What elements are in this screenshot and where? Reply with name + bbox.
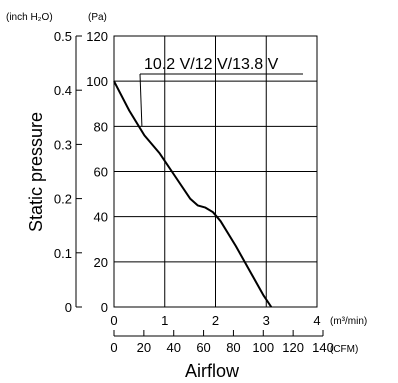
series-annotation: 10.2 V/12 V/13.8 V [144, 56, 279, 73]
y-tick-label: 120 [86, 29, 108, 44]
x2-tick-label: 100 [252, 340, 274, 355]
y-unit-primary: (Pa) [88, 12, 107, 23]
y2-tick-label: 0 [65, 300, 72, 315]
grid [113, 35, 318, 308]
x2-tick-label: 80 [226, 340, 240, 355]
annotation-leader [139, 73, 143, 127]
axes [75, 35, 324, 337]
series-line [113, 80, 273, 308]
y-tick-label: 20 [94, 255, 108, 270]
x2-tick-label: 120 [282, 340, 304, 355]
plot-frame [113, 35, 318, 308]
y-unit-secondary: (inch H₂O) [6, 12, 53, 23]
x2-tick-label: 0 [110, 340, 117, 355]
x2-tick-label: 20 [137, 340, 151, 355]
y2-tick-label: 0.1 [54, 246, 72, 261]
y-tick-label: 80 [94, 119, 108, 134]
y-tick-label: 100 [86, 74, 108, 89]
x2-tick-label: 140 [312, 340, 334, 355]
x2-tick-label: 40 [166, 340, 180, 355]
x-unit-primary: (m³/min) [330, 316, 367, 327]
y2-tick-label: 0.5 [54, 29, 72, 44]
x-tick-label: 1 [161, 313, 168, 328]
x-tick-label: 4 [313, 313, 320, 328]
series-layer [113, 73, 303, 308]
y-tick-label: 0 [101, 300, 108, 315]
x-axis-title: Airflow [185, 361, 240, 381]
y2-tick-label: 0.2 [54, 192, 72, 207]
x-tick-label: 3 [263, 313, 270, 328]
x-tick-label: 0 [110, 313, 117, 328]
x-tick-label: 2 [212, 313, 219, 328]
y2-tick-label: 0.3 [54, 137, 72, 152]
x-unit-secondary: (CFM) [330, 344, 358, 355]
x2-tick-label: 60 [196, 340, 210, 355]
y-tick-label: 60 [94, 165, 108, 180]
y-axis-title: Static pressure [26, 112, 46, 232]
y-tick-label: 40 [94, 210, 108, 225]
y2-tick-label: 0.4 [54, 83, 72, 98]
